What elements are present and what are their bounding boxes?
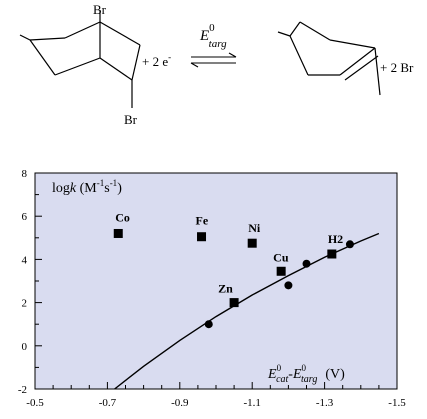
product-addend: + 2 Br (380, 60, 414, 75)
point-label: Zn (218, 282, 233, 296)
point-label: H2 (328, 232, 343, 246)
reactant-br-top: Br (93, 2, 107, 17)
y-tick-label: 8 (22, 168, 28, 180)
y-tick-label: 0 (22, 341, 28, 353)
product-structure (277, 21, 381, 96)
square-marker (197, 232, 207, 242)
point-label: Ni (248, 221, 261, 235)
x-tick-label: -1.5 (388, 397, 406, 409)
square-marker (113, 228, 123, 238)
plot-area (34, 172, 398, 390)
reaction-scheme: Br Br + 2 e- E0 targ + 2 Br (19, 2, 414, 127)
circle-marker (204, 320, 213, 329)
square-marker (229, 298, 239, 308)
y-tick-label: 2 (22, 298, 28, 310)
reactant-structure (19, 10, 141, 108)
electrons-term: + 2 e- (142, 52, 171, 69)
equilibrium-arrows (190, 52, 237, 68)
point-label: Co (115, 210, 130, 224)
circle-marker (284, 281, 293, 290)
square-marker (327, 249, 337, 259)
square-marker (247, 238, 257, 248)
x-tick-label: -1.1 (243, 397, 260, 409)
y-tick-label: 6 (22, 211, 28, 223)
circle-marker (345, 240, 354, 249)
arrow-label: E0 targ (199, 22, 227, 50)
point-label: Fe (196, 214, 209, 228)
x-tick-label: -0.7 (99, 397, 117, 409)
y-axis-label: logk (M-1s-1) (52, 178, 122, 196)
x-tick-label: -1.3 (316, 397, 334, 409)
point-label: Cu (273, 250, 289, 264)
y-tick-label: 4 (22, 254, 28, 266)
reactant-br-bottom: Br (124, 112, 138, 127)
circle-marker (302, 259, 311, 268)
square-marker (276, 266, 286, 276)
x-tick-label: -0.9 (171, 397, 189, 409)
y-tick-label: -2 (18, 384, 27, 396)
x-axis-label: E0 cat-E0 targ (V) (267, 363, 345, 385)
x-tick-label: -0.5 (26, 397, 44, 409)
